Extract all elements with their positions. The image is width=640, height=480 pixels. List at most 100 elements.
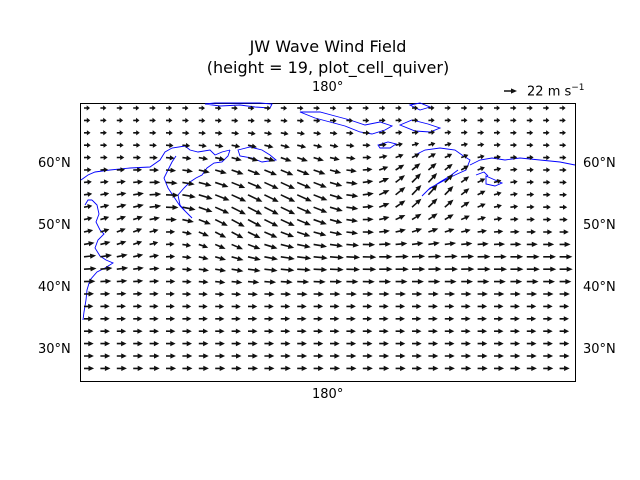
wind-arrow: [510, 365, 521, 371]
wind-arrow: [84, 303, 94, 309]
wind-arrow: [116, 228, 126, 233]
wind-arrow: [412, 279, 424, 285]
wind-arrow: [297, 316, 307, 322]
wind-arrow: [559, 217, 568, 223]
wind-arrow: [297, 255, 312, 261]
wind-arrow: [198, 365, 209, 371]
wind-arrow: [477, 241, 489, 247]
wind-arrow: [428, 316, 438, 322]
wind-arrow: [329, 206, 343, 212]
wind-arrow: [166, 217, 177, 223]
wind-arrow: [543, 130, 550, 136]
wind-arrow: [100, 266, 113, 272]
wind-arrow: [510, 353, 521, 359]
wind-arrow: [427, 198, 438, 208]
wind-arrow: [297, 365, 308, 371]
wind-arrow: [166, 241, 175, 247]
wind-arrow: [296, 194, 312, 202]
wind-arrow: [133, 117, 140, 123]
wind-arrow: [248, 353, 258, 359]
wind-arrow: [116, 130, 124, 136]
wind-arrow: [198, 168, 210, 174]
wind-arrow: [461, 316, 471, 322]
wind-arrow: [247, 279, 260, 285]
wind-arrow: [280, 218, 295, 226]
wind-arrow: [444, 328, 455, 334]
wind-arrow: [362, 130, 370, 136]
wind-arrow: [379, 279, 392, 285]
wind-arrow: [428, 105, 435, 111]
wind-arrow: [313, 328, 324, 334]
wind-arrow: [330, 365, 341, 371]
wind-arrow: [84, 278, 96, 284]
wind-arrow: [543, 105, 550, 111]
wind-arrow: [329, 218, 343, 224]
wind-arrow: [182, 328, 192, 334]
wind-arrow: [280, 105, 288, 111]
wind-arrow: [231, 243, 243, 250]
wind-arrow: [526, 105, 533, 111]
lat-tick-left-40: 40°N: [38, 280, 71, 295]
wind-arrow: [526, 353, 537, 359]
wind-arrow: [231, 156, 242, 162]
wind-arrow: [395, 105, 402, 111]
wind-arrow: [215, 267, 227, 273]
wind-arrow: [477, 228, 487, 234]
wind-arrow: [543, 365, 554, 371]
wind-arrow: [330, 328, 340, 334]
wind-arrow: [428, 141, 436, 147]
wind-arrow: [182, 218, 194, 224]
wind-arrow: [526, 154, 534, 161]
wind-arrow: [84, 130, 91, 136]
wind-arrow: [247, 118, 255, 124]
wind-arrow: [297, 105, 304, 111]
wind-arrow: [526, 291, 538, 297]
wind-arrow: [166, 142, 174, 148]
wind-arrow: [182, 242, 192, 248]
wind-arrow: [198, 231, 209, 237]
wind-arrow: [346, 143, 355, 149]
wind-arrow: [346, 279, 359, 285]
wind-arrow: [428, 228, 439, 233]
wind-arrow: [559, 142, 567, 148]
wind-arrow: [362, 229, 374, 235]
wind-arrow: [559, 179, 567, 185]
wind-arrow: [428, 153, 436, 159]
wind-arrow: [526, 241, 538, 247]
wind-arrow: [526, 316, 537, 322]
wind-arrow: [526, 142, 534, 148]
wind-arrow: [362, 266, 377, 272]
wind-arrow: [510, 303, 520, 309]
wind-arrow: [264, 181, 279, 189]
wind-arrow: [346, 341, 357, 347]
wind-arrow: [395, 365, 406, 371]
wind-arrow: [149, 191, 162, 197]
wind-arrow: [116, 365, 127, 371]
wind-arrow: [133, 179, 144, 185]
wind-arrow: [526, 254, 540, 260]
wind-arrow: [231, 130, 240, 136]
wind-arrow: [444, 303, 455, 309]
wind-arrow: [477, 316, 487, 322]
wind-arrow: [133, 155, 141, 161]
wind-arrow: [166, 328, 176, 334]
wind-arrow: [264, 316, 274, 322]
wind-arrow: [362, 254, 377, 260]
map-frame: [80, 103, 576, 382]
wind-arrow: [297, 118, 305, 124]
wind-arrow: [166, 365, 177, 371]
wind-arrow: [477, 216, 486, 221]
wind-arrow: [280, 243, 295, 249]
wind-arrow: [412, 303, 422, 309]
wind-arrow: [460, 201, 470, 208]
wind-arrow: [395, 291, 406, 297]
wind-arrow: [330, 316, 340, 322]
wind-arrow: [313, 194, 328, 201]
wind-arrow: [493, 203, 502, 209]
wind-arrow: [330, 105, 337, 111]
wind-arrow: [198, 194, 213, 200]
wind-arrow: [543, 241, 555, 247]
wind-arrow: [510, 341, 521, 347]
wind-arrow: [460, 215, 470, 221]
wind-arrow: [165, 180, 178, 186]
